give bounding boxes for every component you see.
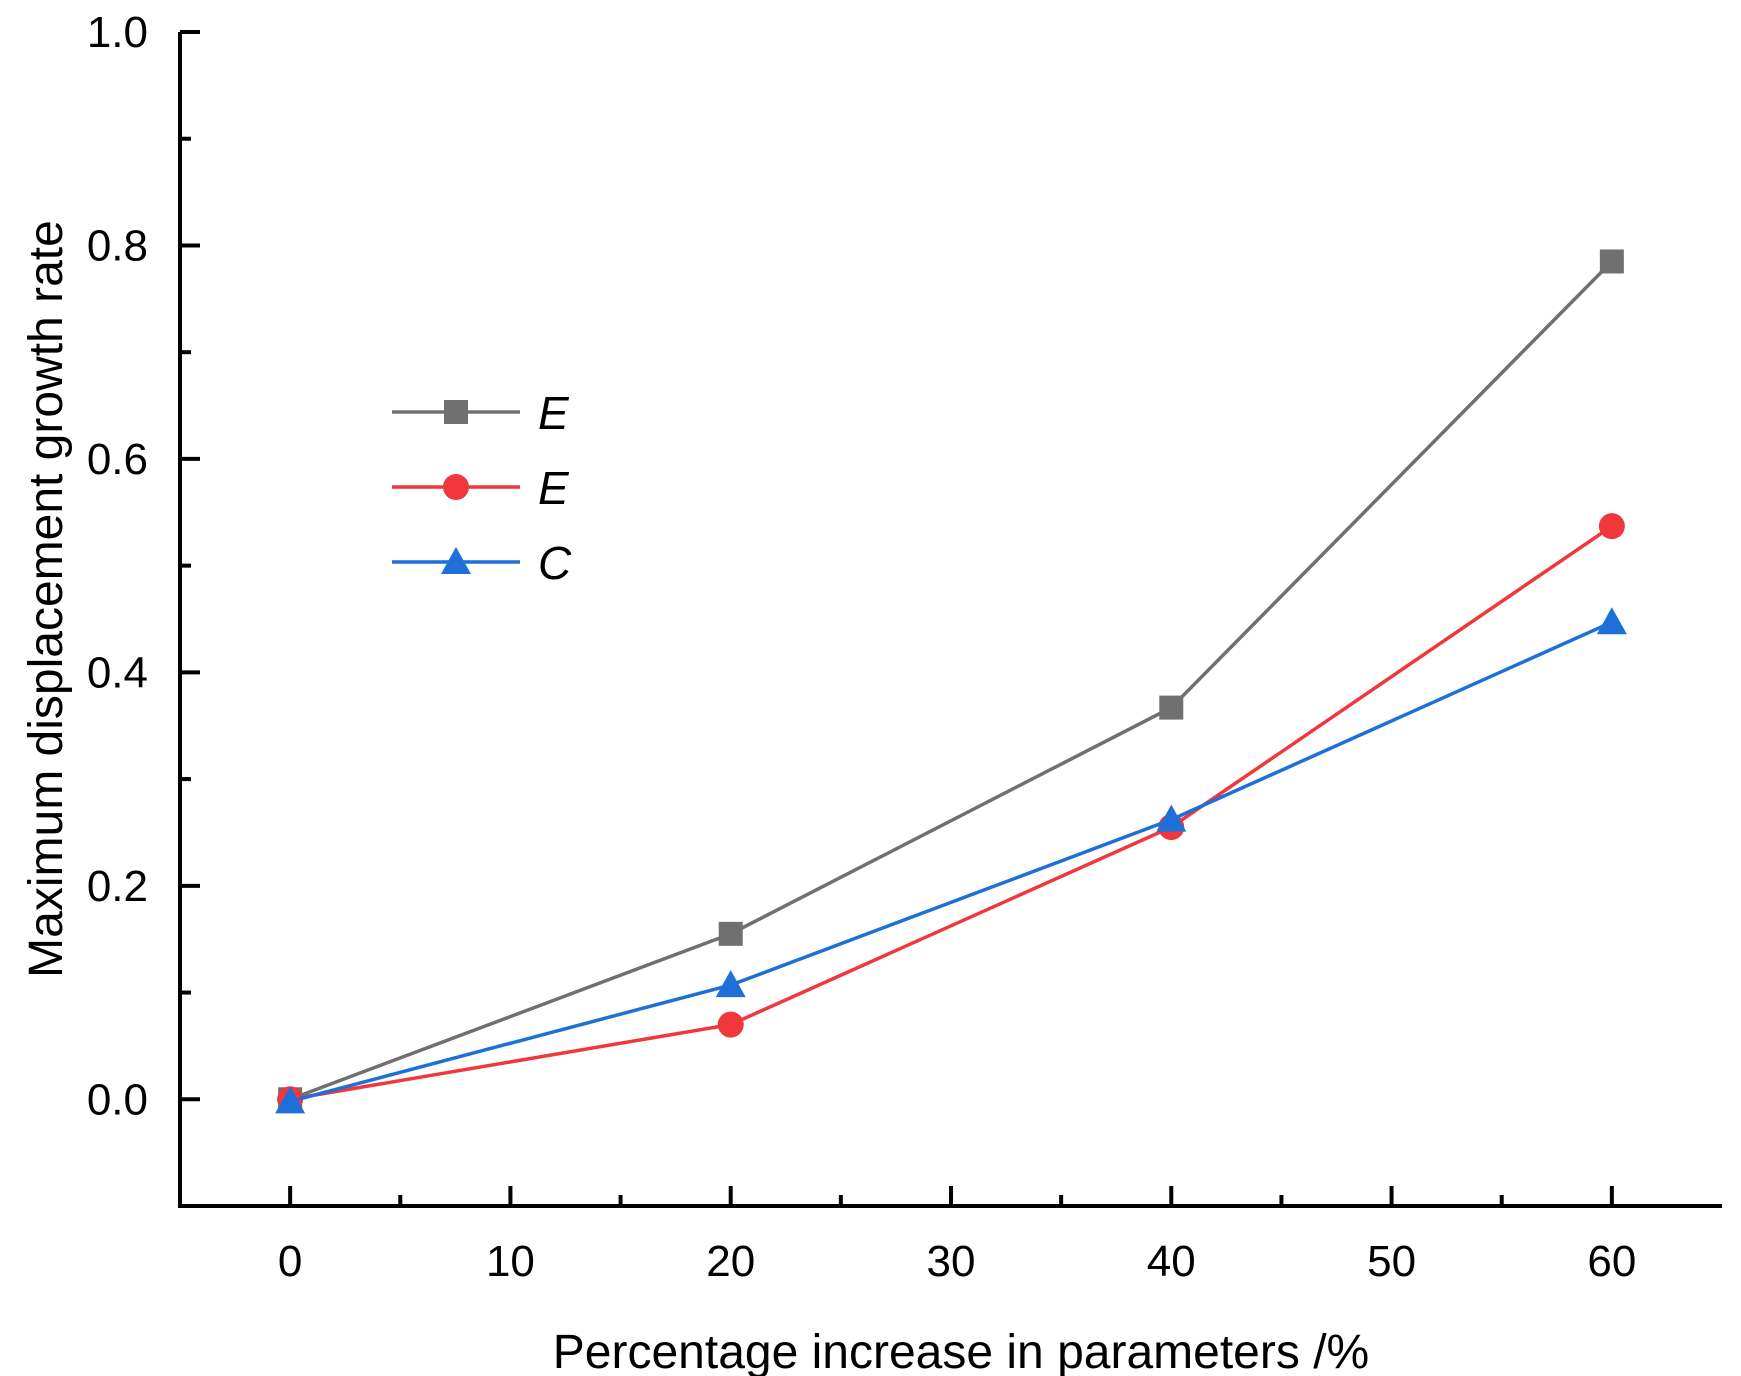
- axes-layer: 0 10 20 30 40 50 60 0.0 0.2 0.4 0.6 0.8 1.0: [87, 8, 1722, 1286]
- data-point: [715, 970, 746, 998]
- legend-marker: [441, 547, 471, 574]
- x-tick-label: 40: [1147, 1237, 1196, 1286]
- series-line: [289, 620, 1613, 1104]
- legend-label: E: [538, 462, 570, 514]
- y-tick-label: 0.2: [87, 862, 148, 911]
- series-layer: [275, 249, 1627, 1114]
- x-tick-label: 60: [1587, 1237, 1636, 1286]
- data-point: [1159, 695, 1184, 720]
- legend-marker: [443, 474, 469, 500]
- legend-label: E: [538, 387, 570, 439]
- series-line: [289, 260, 1614, 1101]
- y-tick-label: 1.0: [87, 8, 148, 57]
- series-2: [277, 513, 1625, 1113]
- y-tick-label: 0.8: [87, 221, 148, 270]
- legend-item-3: C: [392, 537, 572, 589]
- legend-label: C: [538, 537, 572, 589]
- data-point: [717, 1011, 744, 1038]
- series-line: [289, 524, 1613, 1101]
- data-point: [1596, 607, 1627, 635]
- y-tick-label: 0.0: [87, 1075, 148, 1124]
- y-axis-title: Maximum displacement growth rate: [20, 220, 73, 978]
- data-point: [1599, 249, 1624, 274]
- x-tick-label: 50: [1367, 1237, 1416, 1286]
- legend-item-2: E: [392, 462, 570, 514]
- series-3: [275, 607, 1627, 1114]
- legend-marker: [444, 400, 468, 424]
- x-tick-label: 30: [927, 1237, 976, 1286]
- data-point: [1598, 513, 1625, 540]
- data-point: [718, 921, 743, 946]
- data-point: [275, 1086, 306, 1114]
- x-tick-label: 0: [278, 1237, 302, 1286]
- x-tick-label: 10: [486, 1237, 535, 1286]
- x-axis-title: Percentage increase in parameters /%: [553, 1326, 1369, 1376]
- x-tick-label: 20: [706, 1237, 755, 1286]
- data-point: [1156, 804, 1187, 832]
- legend: EEC: [392, 387, 572, 589]
- y-tick-label: 0.4: [87, 648, 148, 697]
- series-1: [278, 249, 1624, 1112]
- legend-item-1: E: [392, 387, 570, 439]
- y-tick-label: 0.6: [87, 435, 148, 484]
